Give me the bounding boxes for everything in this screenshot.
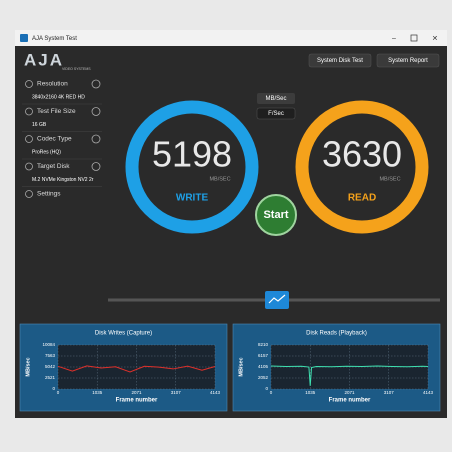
sidebar-icon (25, 135, 33, 143)
gauge-unit: MB/SEC (379, 176, 400, 182)
y-axis-label: MB/sec (25, 357, 31, 376)
x-axis-label: Frame number (116, 398, 158, 404)
y-tick-label: 10084 (42, 342, 55, 347)
chart: Disk Writes (Capture) 0 2521 5042 7563 10084 0… (19, 323, 228, 412)
x-tick-label: 0 (270, 390, 273, 395)
y-tick-label: 8210 (258, 342, 269, 347)
x-tick-label: 3107 (171, 390, 182, 395)
mbsec-label: MB/Sec (265, 96, 286, 102)
sidebar-label: Test File Size (37, 108, 76, 115)
y-tick-label: 7563 (45, 353, 56, 358)
x-tick-label: 4143 (210, 390, 221, 395)
gauge-value: 3630 (322, 134, 402, 175)
start-button[interactable] (255, 194, 297, 236)
sidebar-icon (25, 107, 33, 116)
y-tick-label: 4105 (258, 364, 269, 369)
sidebar-icon (25, 190, 33, 198)
logo: AJA (24, 50, 64, 69)
logo-tagline: VIDEO SYSTEMS (62, 67, 91, 71)
title-bar (15, 30, 447, 46)
sidebar-value: M.2 NVMe Kingston NV2 2r (32, 177, 94, 183)
chart-title: Disk Reads (Playback) (306, 331, 367, 337)
sidebar-label: Codec Type (37, 136, 72, 143)
y-tick-label: 6157 (258, 353, 269, 358)
x-tick-label: 0 (57, 390, 60, 395)
y-tick-label: 0 (52, 386, 55, 391)
chart: Disk Reads (Playback) 0 2052 4105 6157 8210 0 1… (232, 323, 441, 412)
charts: Disk Writes (Capture) 0 2521 5042 7563 10084 0… (19, 323, 441, 412)
chevron[interactable] (91, 162, 101, 171)
report-label: System Report (388, 58, 428, 64)
disk-test-label: System Disk Test (317, 58, 363, 64)
chevron[interactable] (91, 107, 101, 116)
sidebar-label: Target Disk (37, 163, 70, 170)
mbsec-button[interactable] (257, 93, 295, 104)
sidebar-label: Resolution (37, 81, 68, 88)
x-tick-label: 1035 (305, 390, 316, 395)
gauge-label: READ (348, 193, 376, 204)
series-line (270, 365, 429, 386)
gauge-label: WRITE (176, 193, 209, 204)
x-tick-label: 1035 (92, 390, 103, 395)
y-axis-label: MB/sec (238, 357, 244, 376)
x-tick-label: 2071 (131, 390, 142, 395)
sidebar: Resolution 3840x2160 4K RED HD Test File S… (22, 79, 102, 198)
sidebar-value: 3840x2160 4K RED HD (32, 94, 85, 100)
y-tick-label: 2521 (45, 375, 56, 380)
maximize-button[interactable] (410, 34, 418, 42)
gauge-unit: MB/SEC (209, 176, 230, 182)
report-button[interactable] (376, 53, 440, 68)
y-tick-label: 5042 (45, 364, 56, 369)
series-line (57, 365, 216, 373)
sidebar-value: ProRes (HQ) (32, 149, 61, 155)
chart-title: Disk Writes (Capture) (95, 331, 152, 337)
x-axis-label: Frame number (329, 398, 371, 404)
close-button[interactable]: ✕ (432, 35, 438, 42)
gauge-ring (125, 100, 259, 234)
minimize-button[interactable]: – (392, 35, 396, 42)
sidebar-label: Settings (37, 191, 61, 198)
sidebar-icon (25, 80, 33, 88)
x-tick-label: 2071 (344, 390, 355, 395)
app-icon (20, 34, 28, 42)
sidebar-icon (25, 162, 33, 171)
chevron[interactable] (91, 134, 101, 144)
fsec-label: F/Sec (268, 111, 284, 117)
gauge-value: 5198 (152, 134, 232, 175)
fsec-button[interactable] (256, 107, 296, 120)
chevron[interactable] (91, 79, 101, 89)
start-label: Start (263, 209, 288, 221)
y-tick-label: 2052 (258, 375, 269, 380)
window-title: AJA System Test (32, 36, 77, 42)
x-tick-label: 3107 (384, 390, 395, 395)
x-tick-label: 4143 (423, 390, 434, 395)
y-tick-label: 0 (265, 386, 268, 391)
disk-test-button[interactable] (308, 53, 372, 68)
sidebar-value: 16 GB (32, 122, 47, 128)
gauge-ring (295, 100, 429, 234)
chart-icon (268, 294, 286, 304)
